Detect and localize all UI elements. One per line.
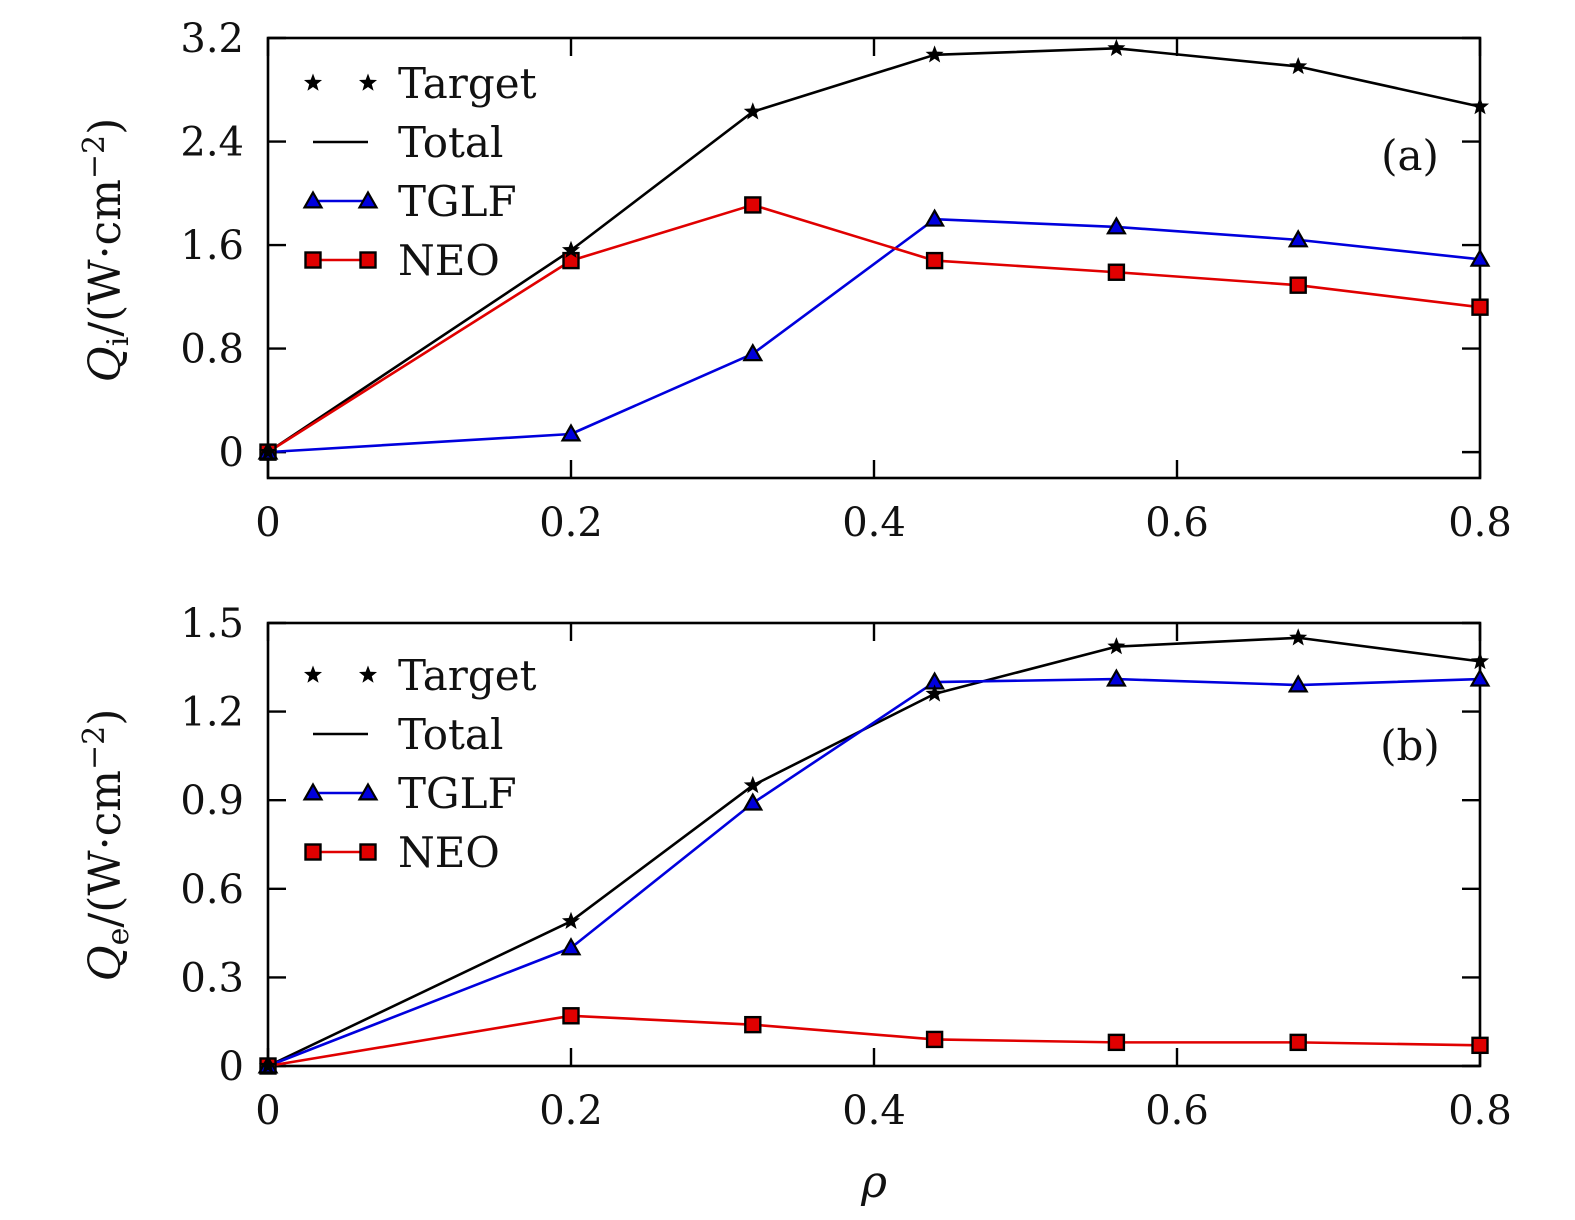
legend-marker [359,251,377,269]
y-tick-label: 2.4 [180,120,244,166]
point-target [258,1056,278,1074]
x-axis-label: ρ [860,1157,887,1208]
legend-label: TGLF [398,769,517,818]
point-tglf [1287,674,1309,693]
panel-tag: (a) [1381,131,1439,180]
point-target [1289,56,1308,75]
point-neo [562,1007,580,1025]
legend-label: TGLF [398,177,517,226]
point-neo [1471,1036,1489,1055]
point-target [743,775,762,794]
point-target [561,911,581,929]
point-neo [1289,276,1307,294]
point-tglf [742,343,764,362]
y-tick-label: 0.9 [180,778,244,824]
point-tglf [924,208,945,227]
point-neo [744,1015,762,1034]
legend-marker [302,782,324,801]
y-tick-label: 1.5 [180,601,244,647]
legend-label: Total [398,118,503,167]
point-target [925,684,944,702]
point-target [1470,97,1490,115]
point-target [1289,628,1308,646]
point-tglf [1469,248,1491,267]
point-neo [1471,298,1489,316]
panel-tag: (b) [1380,721,1440,770]
y-tick-label: 0 [219,430,244,476]
legend-marker [357,190,379,209]
legend-label: Target [398,59,537,108]
x-tick-label: 0.6 [1145,1088,1209,1134]
point-target [925,45,944,63]
legend-marker [358,665,378,683]
y-tick-label: 1.2 [180,690,244,736]
point-tglf [1106,216,1127,235]
point-neo [744,196,762,214]
point-neo [1107,1033,1126,1052]
legend-label: Total [398,710,503,759]
legend: Target Total TGLF NEO [302,651,537,877]
x-tick-label: 0 [255,500,280,546]
legend-marker [304,843,322,861]
point-tglf [1469,668,1491,687]
point-neo [925,251,944,270]
point-target [1107,38,1126,57]
legend-marker [304,251,322,269]
y-axis-label: Qi/(W·cm−2) [77,118,136,383]
x-tick-label: 0.2 [539,1088,603,1134]
legend-marker [359,843,377,861]
panel-a: 0 0.2 0.4 0.6 0.8 0 0.8 1.6 2.4 3.2 Qi/(W·cm−2) Tar… [77,16,1512,546]
point-tglf [742,792,764,811]
point-tglf [1287,229,1309,248]
point-tglf [1106,668,1127,687]
point-target [561,240,581,258]
y-tick-label: 0 [219,1044,244,1090]
legend-marker [303,665,323,683]
point-tglf [560,937,582,956]
x-tick-label: 0.4 [842,1088,906,1134]
legend-label: NEO [398,828,500,877]
y-tick-label: 0.6 [180,867,244,913]
x-tick-label: 0.8 [1448,500,1512,546]
y-tick-label: 3.2 [180,16,244,62]
point-target [1470,651,1490,670]
point-target [1107,637,1126,655]
x-tick-label: 0.2 [539,500,603,546]
point-neo [925,1030,944,1049]
legend-label: NEO [398,236,500,285]
point-neo [562,251,580,270]
point-target [258,442,278,460]
y-tick-label: 0.8 [180,327,244,373]
point-tglf [560,423,582,442]
legend-marker [358,73,378,91]
legend-marker [357,782,379,801]
y-tick-label: 1.6 [180,223,244,269]
x-tick-label: 0.6 [1145,500,1209,546]
point-neo [1289,1033,1307,1052]
x-tick-label: 0 [255,1088,280,1134]
legend-label: Target [398,651,537,700]
x-tick-label: 0.4 [842,500,906,546]
legend-marker [302,190,324,209]
y-tick-label: 0.3 [180,955,244,1001]
legend: Target Total TGLF NEO [302,59,537,285]
y-axis-label: Qe/(W·cm−2) [77,709,136,982]
panel-b: 0 0.2 0.4 0.6 0.8 0 0.3 0.6 0.9 1.2 1.5 Qe/(W·cm−2)… [77,601,1512,1134]
x-tick-label: 0.8 [1448,1088,1512,1134]
point-target [743,102,762,120]
legend-marker [303,73,323,91]
point-neo [1107,263,1126,281]
